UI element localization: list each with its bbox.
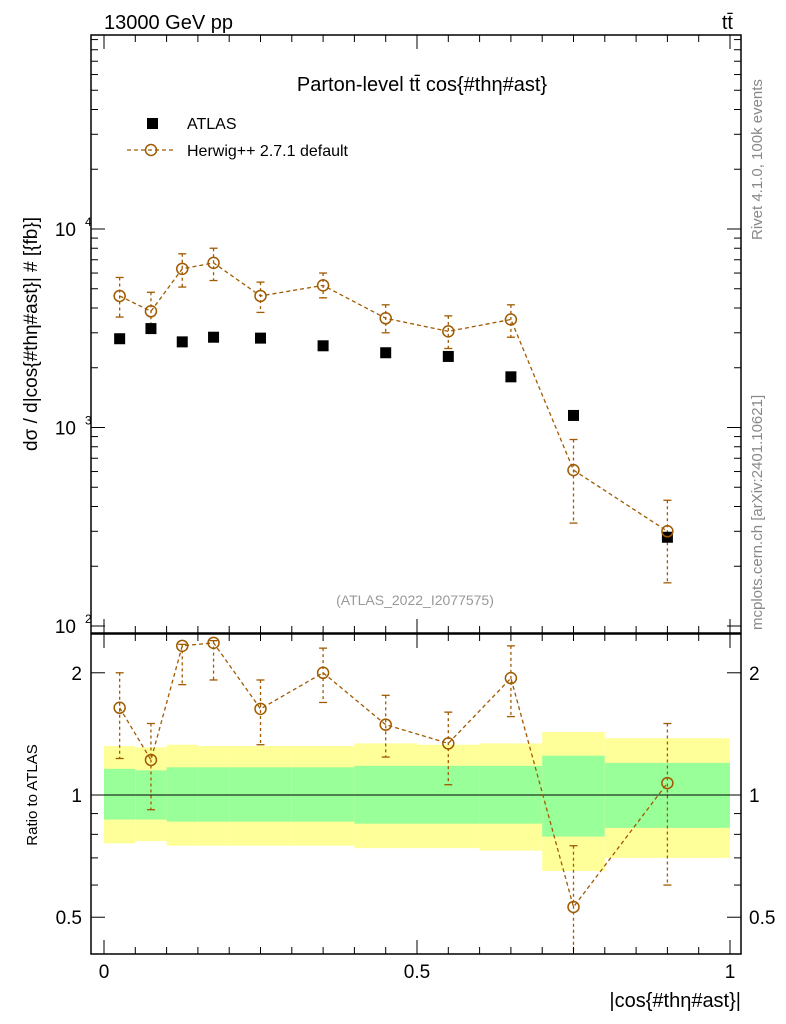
rivet-label: Rivet 4.1.0, 100k events (749, 79, 766, 240)
legend-mc-marker (144, 143, 158, 157)
x-axis-title: |cos{#thη#ast}| (609, 990, 741, 1012)
y-tick-label-exponent: 4 (85, 215, 92, 229)
ratio-y-tick-label-right: 1 (749, 786, 760, 807)
ratio-band-inner (229, 767, 292, 822)
legend-mc-label: Herwig++ 2.7.1 default (187, 143, 349, 160)
energy-label: 13000 GeV pp (104, 12, 233, 34)
main-data-marks (113, 247, 674, 584)
main-panel: 10 2 10 3 10 4 Parton-level tt̄ cos{#thη#ast}… (21, 34, 742, 638)
mc-data-point (661, 525, 674, 538)
mc-data-point (567, 463, 580, 477)
legend-atlas-label: ATLAS (187, 116, 237, 133)
atlas-data-point (505, 371, 517, 383)
ratio-y-tick-label-left: 2 (71, 664, 82, 685)
ratio-band-inner (197, 767, 230, 822)
ratio-data-point (379, 718, 392, 731)
ratio-frame (90, 633, 742, 955)
ratio-data-point (316, 666, 330, 680)
ratio-series-line (119, 642, 668, 909)
ratio-data-point (207, 636, 220, 650)
ratio-data-point (504, 671, 518, 685)
y-tick-label: 10 (55, 617, 76, 638)
ratio-band-inner (542, 755, 605, 837)
mc-series-line (119, 262, 668, 532)
ratio-data-point (442, 737, 455, 750)
atlas-data-point (176, 336, 188, 348)
atlas-data-point (114, 333, 126, 345)
ratio-y-tick-label-left: 0.5 (56, 908, 82, 929)
ratio-band-inner (291, 767, 355, 822)
main-frame (90, 34, 742, 634)
ratio-uncertainty-bands (104, 731, 730, 871)
mc-data-point (207, 256, 220, 270)
y-axis-title: dσ / d|cos{#thη#ast}| # [{fb}] (21, 217, 42, 451)
x-tick-label: 1 (725, 962, 736, 983)
mc-data-point (176, 262, 189, 276)
main-axis-ticks: 10 2 10 3 10 4 (55, 35, 741, 638)
legend: ATLAS Herwig++ 2.7.1 default (127, 116, 349, 160)
ratio-data-point (176, 639, 189, 653)
atlas-data-point (317, 340, 329, 352)
ratio-band-inner (166, 767, 198, 822)
mc-data-point (254, 289, 267, 303)
ratio-data-point (144, 753, 158, 767)
ratio-data-point (567, 900, 580, 914)
mc-data-point (442, 325, 455, 338)
legend-atlas-marker (147, 118, 158, 129)
x-tick-label: 0 (99, 962, 110, 983)
ratio-data-point (113, 701, 126, 715)
source-label: mcplots.cern.ch [arXiv:2401.10621] (749, 395, 766, 630)
mc-data-point (504, 313, 518, 326)
atlas-data-point (208, 331, 220, 343)
ratio-y-tick-label-left: 1 (71, 786, 82, 807)
y-tick-label-exponent: 2 (85, 612, 92, 626)
ratio-axis-ticks: 0.5 0.5 1 1 2 2 0 0.5 1 (56, 634, 775, 983)
mc-data-point (113, 289, 126, 303)
atlas-data-point (380, 347, 392, 359)
x-tick-label: 0.5 (404, 962, 430, 983)
atlas-data-point (145, 323, 157, 335)
atlas-data-point (255, 332, 266, 344)
process-label: tt̄ (722, 12, 734, 34)
ratio-data-marks (113, 636, 674, 953)
ratio-data-point (661, 776, 674, 790)
analysis-id: (ATLAS_2022_I2077575) (336, 592, 494, 608)
atlas-data-point (442, 350, 454, 362)
mc-data-point (379, 312, 392, 325)
ratio-y-axis-title: Ratio to ATLAS (24, 744, 41, 845)
ratio-panel: 0.5 0.5 1 1 2 2 0 0.5 1 Ratio to ATLAS (24, 633, 775, 983)
y-tick-label: 10 (55, 419, 76, 440)
mc-data-point (144, 305, 158, 318)
atlas-data-point (568, 409, 579, 421)
ratio-y-tick-label-right: 2 (749, 664, 760, 685)
y-tick-label: 10 (55, 220, 76, 241)
y-tick-label-exponent: 3 (85, 414, 92, 428)
mc-data-point (316, 279, 330, 292)
ratio-data-point (254, 702, 267, 716)
chart-title: Parton-level tt̄ cos{#thη#ast} (297, 74, 547, 96)
ratio-y-tick-label-right: 0.5 (749, 908, 775, 929)
ratio-band-inner (104, 768, 136, 820)
